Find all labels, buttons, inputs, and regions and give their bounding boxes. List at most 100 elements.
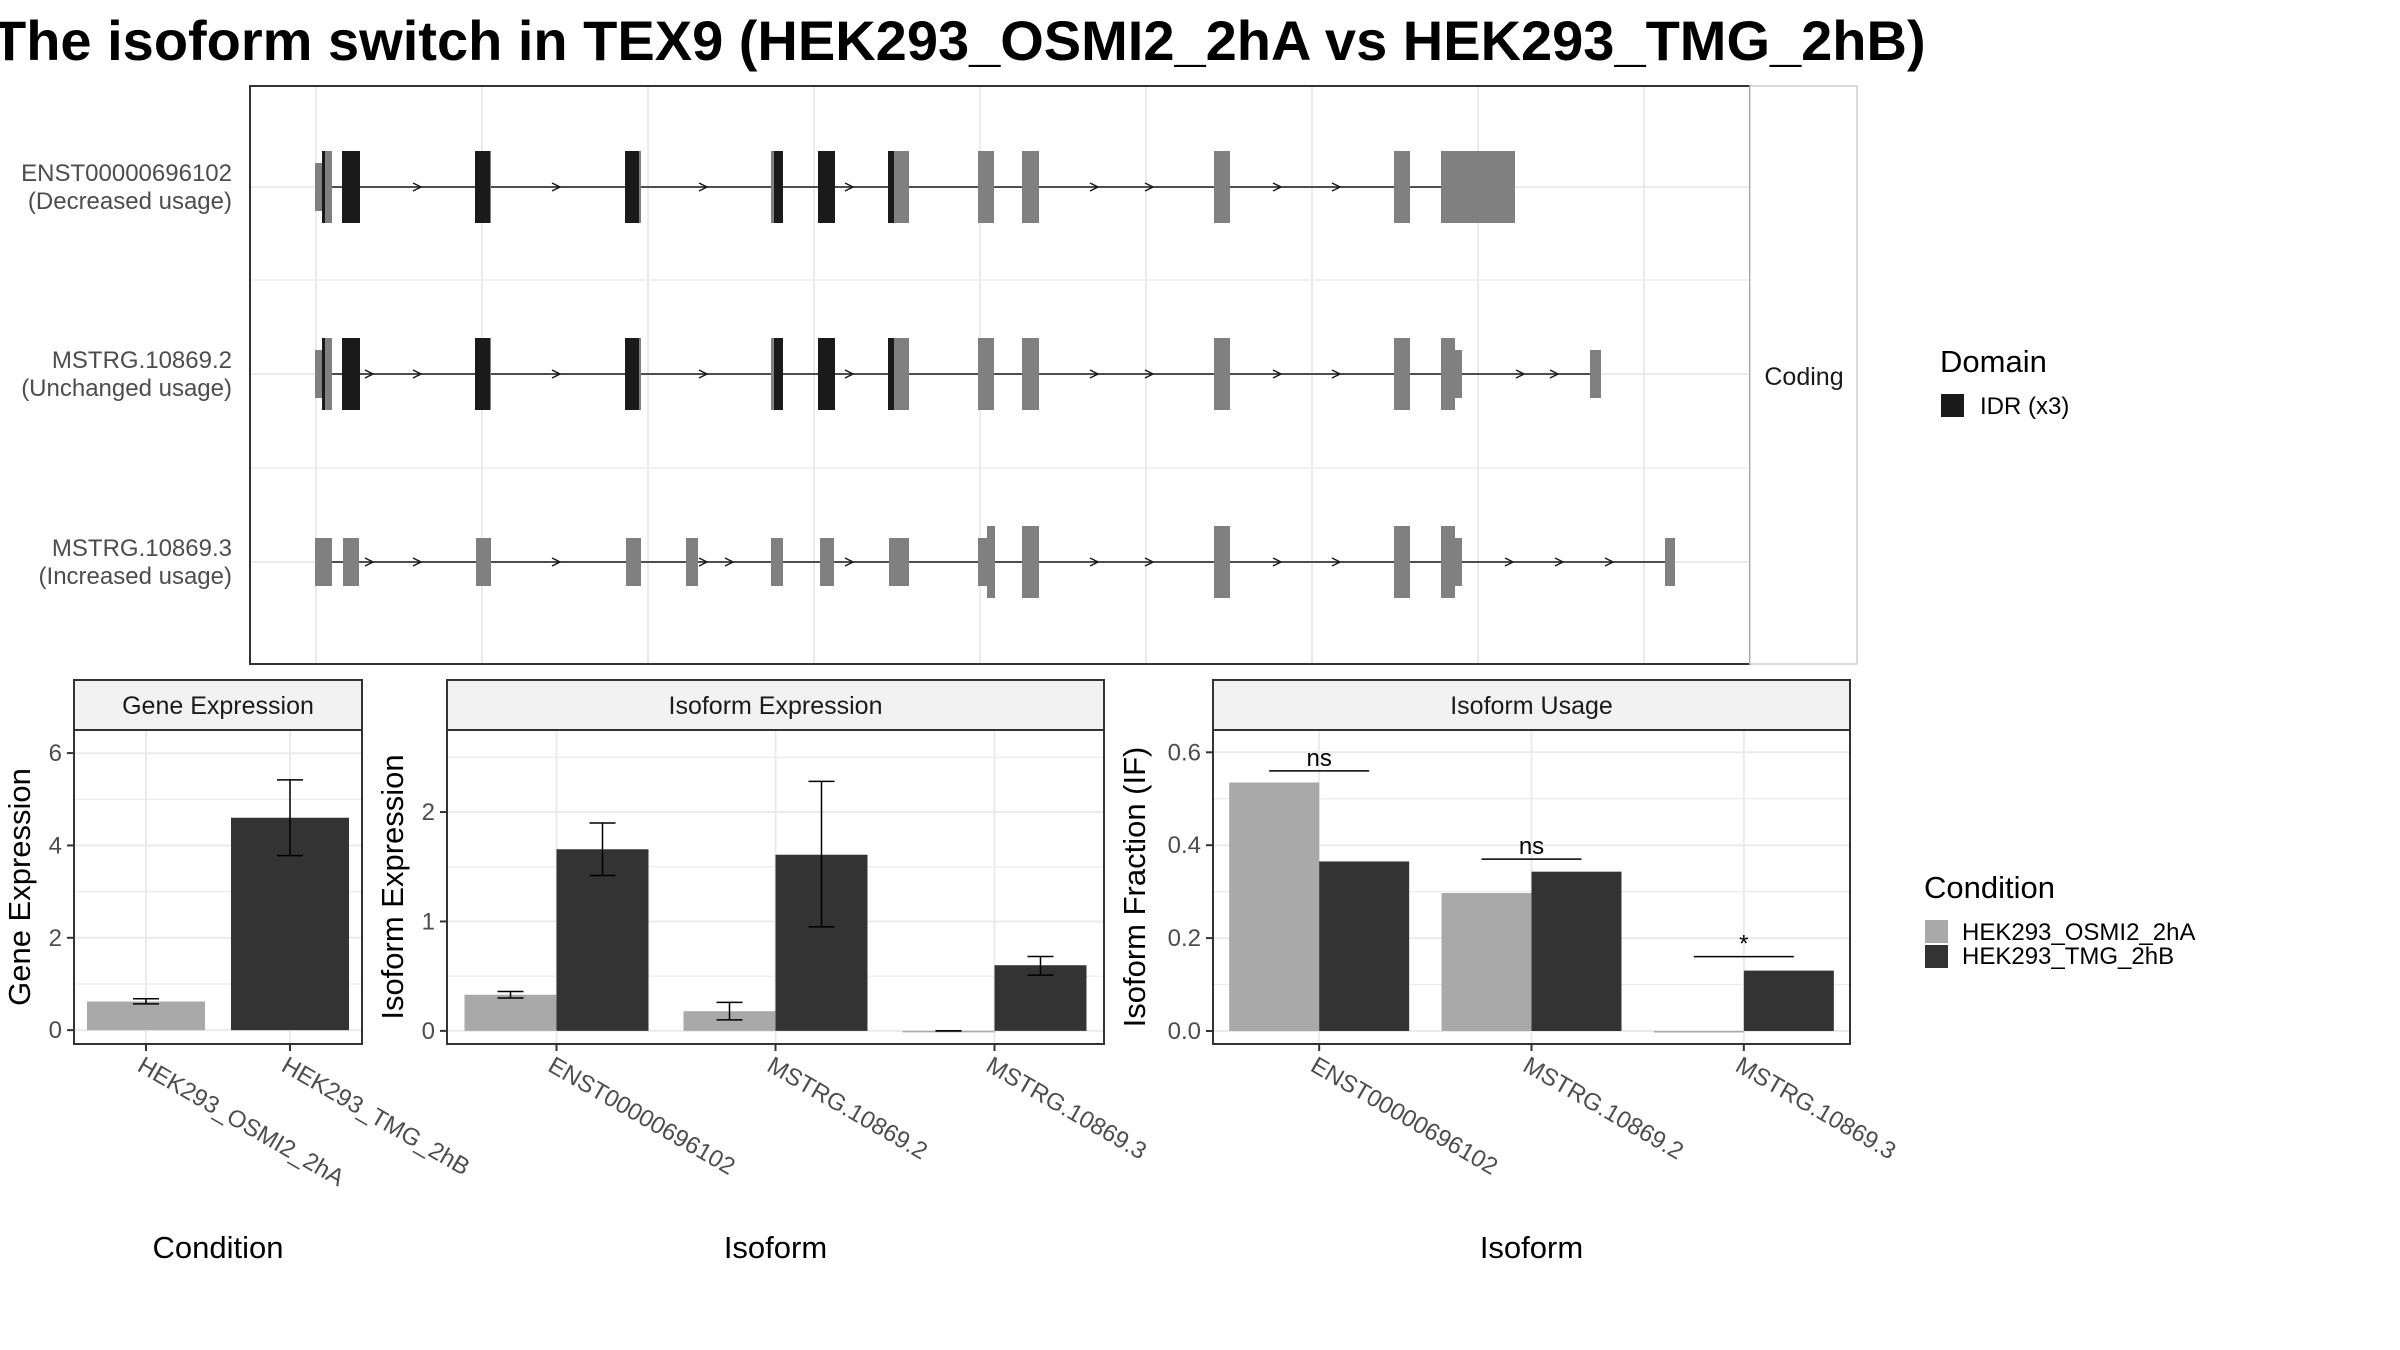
transcript-0-idr-domain-3 <box>625 151 639 223</box>
transcript-2-arrow-7 <box>1144 557 1155 567</box>
isoform-usage-strip-label: Isoform Usage <box>1450 692 1613 720</box>
transcript-0-arrow-6 <box>1272 182 1283 192</box>
condition-legend-label-b: HEK293_TMG_2hB <box>1962 943 2174 970</box>
coding-facet-strip <box>1749 85 1858 665</box>
transcript-0-arrow-3 <box>844 182 855 192</box>
transcript-2-arrow-2 <box>551 557 562 567</box>
structure-transcripts <box>315 151 1675 598</box>
transcript-2-exon-2 <box>476 538 491 586</box>
transcript-1-idr-domain-4 <box>774 338 783 410</box>
transcript-0-idr-domain-4 <box>774 151 783 223</box>
isoform-usage-strip <box>1212 679 1851 731</box>
transcript-2-exon-14 <box>1455 538 1462 586</box>
condition-legend-swatch-b <box>1925 945 1948 968</box>
transcript-1-exon-0 <box>315 350 322 398</box>
isoform-usage-ytick-label-0: 0.0 <box>1168 1018 1201 1045</box>
transcript-usage-label-0: (Decreased usage) <box>28 188 232 215</box>
condition-legend-swatch-a <box>1925 920 1948 943</box>
transcript-1-arrow-6 <box>1144 369 1155 379</box>
transcript-0-exon-8 <box>978 151 994 223</box>
transcript-1-arrow-5 <box>1089 369 1100 379</box>
transcript-2-exon-15 <box>1665 538 1675 586</box>
transcript-1-exon-13 <box>1455 350 1462 398</box>
isoform-usage-bar-1-1 <box>1531 871 1622 1031</box>
isoform-expression-ytick-label-1: 1 <box>422 908 435 935</box>
condition-legend-title: Condition <box>1924 870 2055 905</box>
transcript-1-arrow-1 <box>412 369 423 379</box>
isoform-expression-y-axis-title: Isoform Expression <box>375 754 410 1019</box>
transcript-1-exon-8 <box>978 338 994 410</box>
transcript-1-arrow-4 <box>844 369 855 379</box>
isoform-usage-x-axis-title: Isoform <box>1480 1230 1583 1265</box>
transcript-0-exon-13 <box>1455 151 1515 223</box>
isoform-usage-bar-0-1 <box>1319 861 1410 1031</box>
isoform-usage-bar-2-0 <box>1653 1030 1744 1033</box>
transcript-id-label-2: MSTRG.10869.3 <box>52 535 232 562</box>
gene-expression-ytick-label-1: 2 <box>49 925 62 952</box>
transcript-2-exon-10 <box>1022 526 1039 598</box>
domain-legend-swatch <box>1941 394 1964 417</box>
domain-legend-label: IDR (x3) <box>1980 393 2069 420</box>
transcript-2-arrow-6 <box>1089 557 1100 567</box>
transcript-usage-label-2: (Increased usage) <box>39 563 232 590</box>
gene-structure-panel: Coding ENST00000696102(Decreased usage) M… <box>21 85 1858 665</box>
transcript-2-exon-3 <box>626 538 641 586</box>
transcript-0-arrow-5 <box>1144 182 1155 192</box>
transcript-0-exon-9 <box>1022 151 1039 223</box>
transcript-id-label-0: ENST00000696102 <box>21 160 232 187</box>
transcript-2-arrow-1 <box>412 557 423 567</box>
transcript-0-exon-0 <box>315 163 322 211</box>
transcript-2-arrow-3 <box>698 557 709 567</box>
transcript-0-arrow-1 <box>551 182 562 192</box>
transcript-0-exon-10 <box>1214 151 1230 223</box>
transcript-0-idr-domain-1 <box>342 151 360 223</box>
transcript-1-idr-domain-0 <box>322 338 325 410</box>
transcript-1-arrow-9 <box>1515 369 1526 379</box>
transcript-0-arrow-7 <box>1331 182 1342 192</box>
transcript-2-arrow-4 <box>724 557 735 567</box>
transcript-1-arrow-10 <box>1549 369 1560 379</box>
transcript-2-arrow-5 <box>844 557 855 567</box>
transcript-1-exon-9 <box>1022 338 1039 410</box>
transcript-2-exon-11 <box>1214 526 1230 598</box>
transcript-1-arrow-7 <box>1272 369 1283 379</box>
isoform-usage-ytick-label-3: 0.6 <box>1168 739 1201 766</box>
transcript-2-exon-1 <box>343 538 359 586</box>
transcript-2-exon-6 <box>820 538 834 586</box>
transcript-1-exon-11 <box>1394 338 1410 410</box>
domain-legend-title: Domain <box>1940 344 2047 379</box>
transcript-1-arrow-8 <box>1331 369 1342 379</box>
transcript-2-exon-9 <box>987 526 995 598</box>
isoform-expression-strip <box>446 679 1105 731</box>
transcript-1-idr-domain-3 <box>625 338 639 410</box>
transcript-1-arrow-2 <box>551 369 562 379</box>
transcript-1-exon-10 <box>1214 338 1230 410</box>
isoform-expression-x-axis-title: Isoform <box>724 1230 827 1265</box>
domain-legend: Domain IDR (x3) <box>1940 344 2069 420</box>
isoform-usage-ytick-label-2: 0.4 <box>1168 832 1201 859</box>
isoform-usage-bar-0-0 <box>1229 782 1320 1031</box>
transcript-2-exon-7 <box>889 538 909 586</box>
transcript-usage-label-1: (Unchanged usage) <box>21 375 232 402</box>
significance-label-0: ns <box>1306 745 1331 772</box>
transcript-0-exon-12 <box>1441 151 1455 223</box>
transcript-2-arrow-8 <box>1272 557 1283 567</box>
transcript-2-exon-13 <box>1441 526 1455 598</box>
transcript-1-idr-domain-2 <box>475 338 490 410</box>
transcript-2-exon-4 <box>686 538 698 586</box>
transcript-1-idr-domain-5 <box>818 338 835 410</box>
isoform-expression-ytick-label-0: 0 <box>422 1018 435 1045</box>
gene-expression-x-axis-title: Condition <box>153 1230 284 1265</box>
condition-legend-label-a: HEK293_OSMI2_2hA <box>1962 919 2195 946</box>
transcript-1-arrow-3 <box>698 369 709 379</box>
transcript-1-exon-12 <box>1441 338 1455 410</box>
isoform-expression-bar-0-1 <box>556 849 649 1031</box>
transcript-2-exon-0 <box>315 538 332 586</box>
coding-facet-label: Coding <box>1764 363 1843 391</box>
transcript-0-idr-domain-0 <box>322 151 325 223</box>
gene-expression-y-axis-title: Gene Expression <box>2 768 37 1006</box>
significance-label-1: ns <box>1519 833 1544 860</box>
transcript-0-arrow-2 <box>698 182 709 192</box>
transcript-1-idr-domain-6 <box>888 338 894 410</box>
isoform-expression-strip-label: Isoform Expression <box>669 692 883 720</box>
